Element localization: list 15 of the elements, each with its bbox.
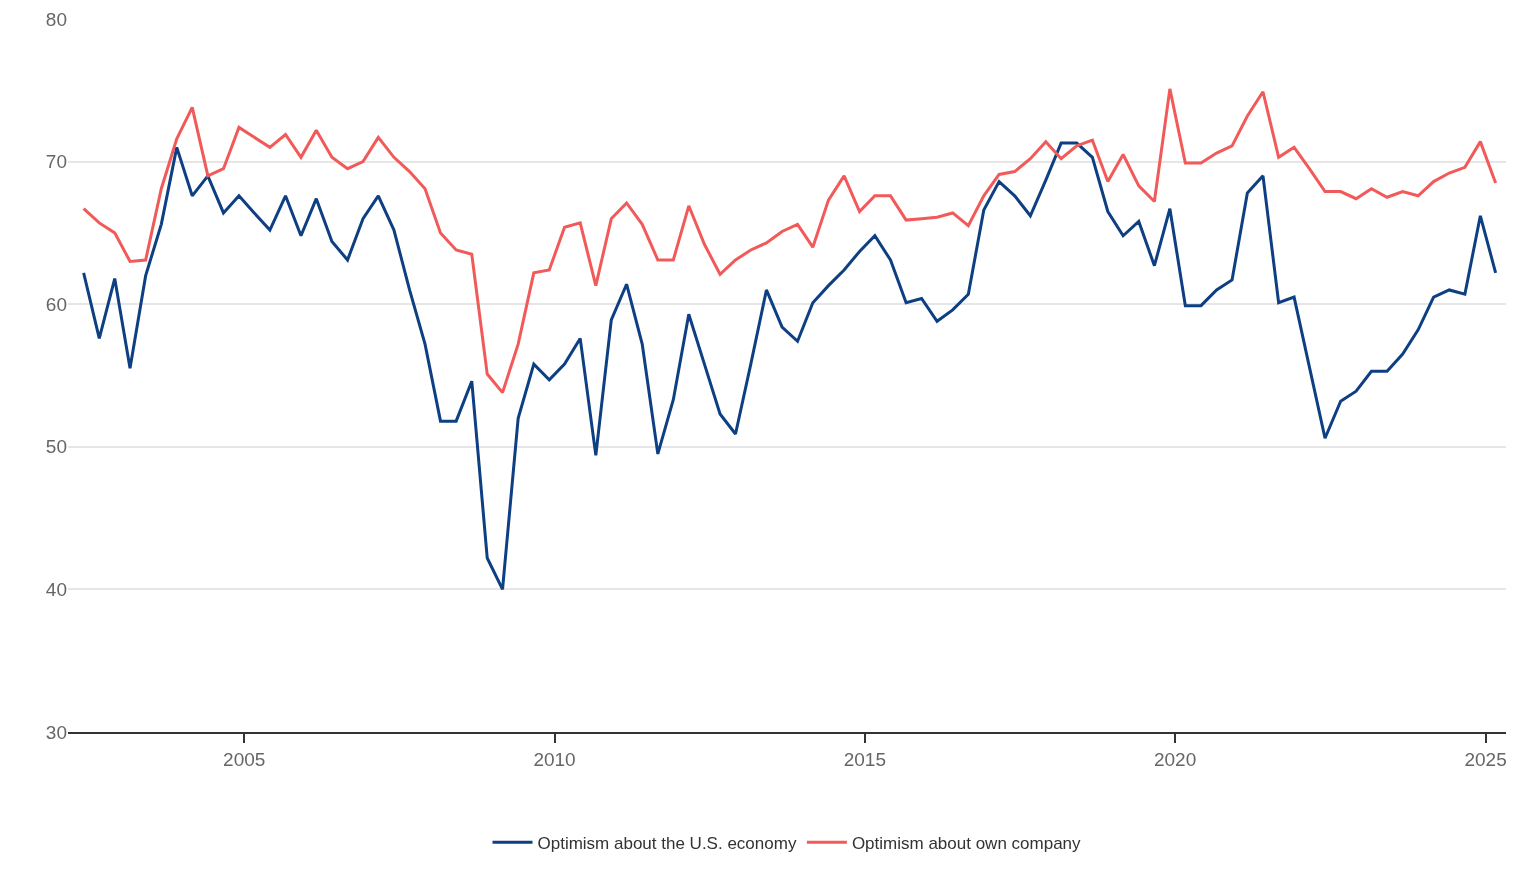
line-series: [82, 141, 1498, 591]
y-tick-label: 60: [45, 293, 67, 315]
y-tick-label: 70: [45, 151, 67, 173]
x-tick-label: 2010: [533, 748, 576, 770]
x-tick-label: 2020: [1153, 748, 1197, 770]
line-series: [82, 87, 1498, 395]
legend-label: Optimism about own company: [851, 833, 1082, 853]
y-tick-label: 40: [45, 579, 67, 601]
legend-label: Optimism about the U.S. economy: [537, 833, 797, 853]
y-tick-label: 80: [45, 8, 67, 30]
x-tick-label: 2005: [223, 748, 266, 770]
x-tick-label: 2015: [843, 748, 886, 770]
x-tick-label: 2025: [1464, 748, 1507, 770]
y-tick-label: 30: [45, 721, 67, 743]
y-tick-label: 50: [45, 436, 67, 458]
